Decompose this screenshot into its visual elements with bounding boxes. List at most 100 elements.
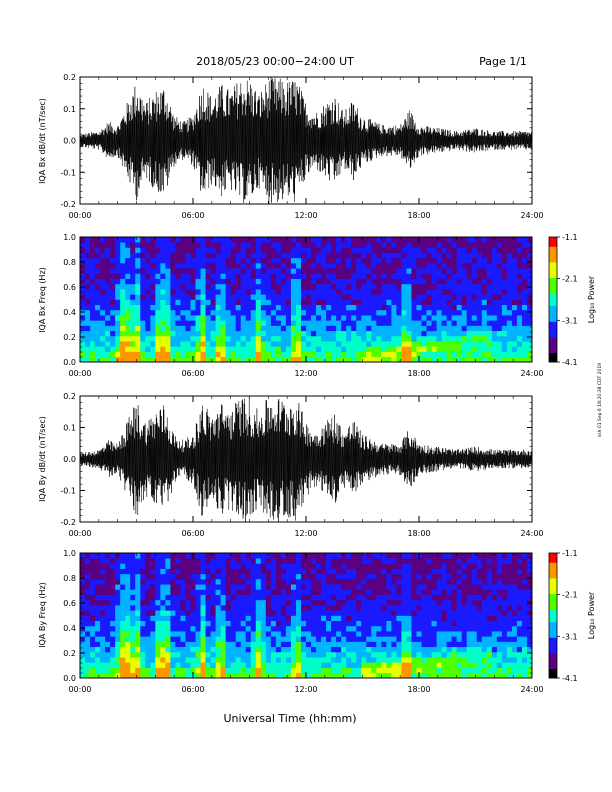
by-spectrogram-cell [326,558,332,564]
by-spectrogram-cell [130,558,136,564]
by-spectrogram-cell [150,589,156,595]
by-spectrogram-cell [145,651,151,658]
by-spectrogram-cell [150,563,156,569]
bx-spectrogram-cell [230,247,236,253]
by-spectrogram-cell [125,667,131,674]
by-spectrogram-cell [446,620,452,627]
bx-spectrogram-cell [275,289,282,295]
by-spectrogram-cell [200,589,206,595]
bx-spectrogram-cell [321,309,327,316]
by-spectrogram-cell [506,672,513,679]
bx-spectrogram-cell [140,257,146,264]
bx-spectrogram-cell [280,237,287,243]
bx-spectrogram-cell [185,341,191,347]
by-spectrogram-cell [190,615,196,622]
by-spectrogram-cell [225,615,231,622]
by-spectrogram-cell [135,558,141,564]
by-spectrogram-cell [471,646,478,653]
by-spectrogram-cell [120,615,126,622]
bx-spectrogram-cell [426,252,432,259]
bx-spectrogram-cell [481,247,488,253]
by-spectrogram-cell [336,558,342,564]
bx-spectrogram-cell [321,335,327,342]
bx-spectrogram-cell [285,294,292,300]
by-spectrogram-cell [436,584,442,590]
bx-spectrogram-cell [210,268,216,274]
bx-spectrogram-cell [130,283,136,290]
bx-spectrogram-cell [311,309,317,316]
by-spectrogram-cell [476,636,483,642]
by-spectrogram-cell [180,605,186,611]
bx-spectrogram-cell [280,289,287,295]
by-spectrogram-cell [436,605,442,611]
bx-spectrogram-cell [461,346,468,352]
bx-spectrogram-cell [260,356,267,363]
bx-spectrogram-cell [110,309,116,316]
by-spectrogram-cell [401,651,407,658]
by-spectrogram-cell [120,631,126,637]
by-spectrogram-cell [245,563,252,569]
by-spectrogram-cell [306,631,312,637]
bx-spectrogram-cell [235,335,242,342]
bx-spectrogram-cell [110,294,116,300]
by-spectrogram-cell [491,646,498,653]
by-spectrogram-cell [391,641,397,648]
bx-spectrogram-cell [140,356,146,363]
by-spectrogram-cell [506,599,513,606]
by-spectrogram-cell [80,651,86,658]
bx-spectrogram-cell [240,294,247,300]
bx-spectrogram-cell [356,320,362,326]
bx-spectrogram-cell [170,268,176,274]
by-spectrogram-cell [481,641,488,648]
by-spectrogram-cell [120,646,126,653]
by-spectrogram-cell [240,625,247,632]
by-spectrogram-cell [521,599,528,606]
by-spectrogram-cell [426,553,432,559]
by-spectrogram-cell [155,610,161,616]
by-spectrogram-cell [240,594,247,601]
bx-spectrogram-cell [160,257,166,264]
bx-spectrogram-cell [341,351,347,358]
by-spectrogram-cell [486,589,493,595]
by-spectrogram-cell [406,615,412,622]
by-spectrogram-cell [331,631,337,637]
by-spectrogram-cell [185,594,191,601]
bx-spectrogram-cell [150,283,156,290]
by-spectrogram-cell [406,641,412,648]
bx-spectrogram-cell [486,299,493,306]
bx-spectrogram-cell [446,320,452,326]
bx-spectrogram-cell [396,335,402,342]
bx-spectrogram-cell [125,346,131,352]
bx-spectrogram-cell [311,330,317,337]
bx-spectrogram-cell [130,304,136,311]
bx-spectrogram-cell [145,330,151,337]
bx-spectrogram-cell [300,263,307,269]
by-spectrogram-cell [160,625,166,632]
by-spectrogram-cell [115,636,121,642]
bx-spectrogram-cell [105,294,111,300]
by-spectrogram-cell [451,589,457,595]
bx-spectrogram-cell [426,299,432,306]
by-spectrogram-cell [265,651,272,658]
bx-spectrogram-cell [150,356,156,363]
by-spectrogram-cell [426,558,432,564]
by-spectrogram-cell [341,599,347,606]
by-spectrogram-cell [361,589,367,595]
by-spectrogram-cell [250,620,257,627]
bx-spectrogram-cell [421,289,427,295]
bx-spectrogram-cell [466,351,473,358]
bx-spectrogram-cell [456,242,462,248]
by-spectrogram-cell [351,568,357,575]
bx-spectrogram-cell [115,335,121,342]
bx-spectrogram-cell [195,330,201,337]
by-spectrogram-cell [506,625,513,632]
bx-spectrogram-cell [120,309,126,316]
by-spectrogram-cell [205,651,211,658]
by-spectrogram-cell [145,573,151,580]
bx-spectrogram-cell [331,325,337,332]
by-spectrogram-cell [230,667,236,674]
bx-spectrogram-cell [110,299,116,306]
by-spectrogram-cell [471,657,478,663]
bx-spectrogram-cell [220,268,226,274]
bx-spectrogram-cell [135,341,141,347]
